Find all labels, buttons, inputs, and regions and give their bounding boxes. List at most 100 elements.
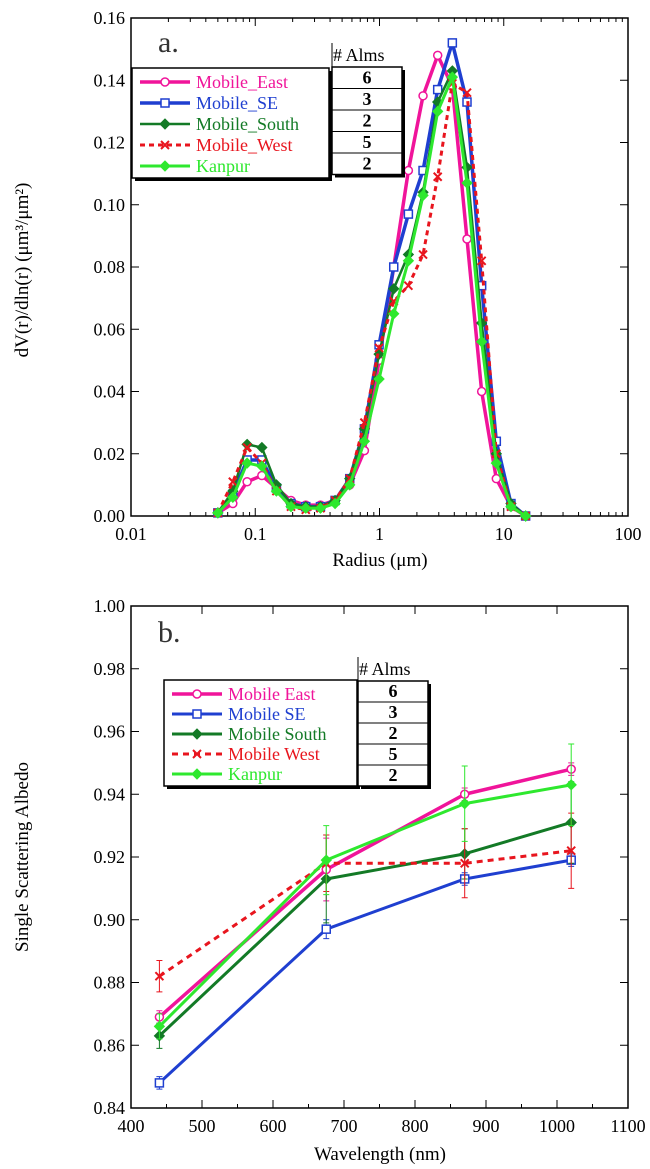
y-tick-label: 0.06: [94, 319, 126, 339]
x-tick-label: 600: [260, 1116, 287, 1136]
data-point: [417, 189, 429, 202]
alms-count: 6: [363, 68, 372, 88]
data-point: [300, 502, 312, 514]
data-point: [285, 500, 297, 513]
alms-box: [357, 680, 429, 787]
data-point: [270, 485, 283, 497]
legend-entry: Mobile_West: [196, 135, 293, 155]
data-point: [490, 457, 503, 469]
y-tick-label: 0.04: [94, 382, 126, 402]
data-point: [432, 84, 443, 95]
x-tick-label: 1: [375, 524, 384, 544]
series-line: [158, 783, 572, 1028]
y-tick-label: 0.98: [94, 659, 126, 679]
alms-box: [331, 66, 403, 176]
data-point: [431, 105, 444, 118]
x-tick-label: 700: [331, 1116, 358, 1136]
data-point: [329, 497, 341, 510]
legend-marker: [191, 728, 203, 740]
legend-entry: Kanpur: [196, 156, 250, 176]
data-point: [475, 335, 488, 348]
data-point: [505, 500, 517, 513]
series-line: [216, 75, 527, 518]
legend-marker: [191, 768, 203, 780]
x-tick-label: 0.1: [244, 524, 267, 544]
legend-marker: [192, 709, 202, 719]
data-point: [373, 373, 385, 385]
x-axis-title: Radius (μm): [332, 550, 427, 571]
y-tick-label: 1.00: [94, 596, 126, 616]
y-tick-label: 0.16: [94, 8, 126, 28]
data-point: [241, 457, 253, 469]
alms-count: 3: [363, 89, 372, 109]
y-tick-label: 0.00: [94, 506, 126, 526]
data-point: [476, 256, 487, 266]
alms-count: 5: [363, 132, 372, 152]
data-point: [432, 172, 443, 182]
alms-count: 2: [389, 765, 398, 785]
panel-label: a.: [158, 26, 179, 59]
series-line: [158, 858, 572, 1085]
series-line: [158, 849, 572, 978]
legend-entry: Mobile_East: [196, 72, 288, 92]
y-axis-title: dV(r)/dln(r) (μm³/μm²): [12, 183, 33, 358]
x-tick-label: 500: [189, 1116, 216, 1136]
legend: Mobile_EastMobile_SEMobile_SouthMobile_W…: [131, 67, 332, 181]
data-point: [242, 442, 252, 453]
x-axis-title: Wavelength (nm): [314, 1144, 446, 1165]
y-tick-label: 0.94: [94, 784, 126, 804]
data-point: [566, 846, 576, 856]
data-point: [154, 971, 165, 981]
data-point: [519, 510, 532, 522]
series-line: [158, 821, 572, 1037]
y-tick-label: 0.02: [94, 444, 126, 464]
y-tick-label: 0.84: [94, 1098, 126, 1118]
x-tick-label: 10: [495, 524, 513, 544]
alms-count: 6: [389, 681, 398, 701]
legend-entry: Mobile_South: [196, 114, 299, 134]
legend-entry: Mobile East: [228, 684, 316, 704]
y-tick-label: 0.12: [94, 133, 126, 153]
series-mobile-west: [154, 812, 576, 993]
data-point: [447, 38, 458, 48]
data-point: [432, 50, 443, 61]
data-point: [256, 441, 268, 454]
legend-marker: [192, 689, 202, 699]
alms-count: 5: [389, 744, 398, 764]
series-kanpur: [153, 743, 577, 1040]
data-point: [403, 209, 414, 219]
data-point: [154, 1078, 165, 1088]
data-point: [212, 507, 224, 519]
y-tick-label: 0.90: [94, 910, 126, 930]
series-line: [158, 767, 572, 1019]
alms-header: # Alms: [333, 45, 385, 65]
y-axis-title: Single Scattering Albedo: [12, 762, 33, 952]
series-kanpur: [212, 71, 532, 522]
data-point: [476, 386, 487, 397]
data-point: [314, 502, 327, 514]
data-point: [242, 477, 252, 487]
y-tick-label: 0.96: [94, 722, 126, 742]
data-point: [458, 797, 471, 810]
data-point: [227, 491, 239, 504]
series-mobile-east: [154, 762, 576, 1024]
x-tick-label: 400: [118, 1116, 145, 1136]
data-point: [358, 435, 371, 448]
panel-a-size-distribution: 0.000.020.040.060.080.100.120.140.160.01…: [12, 8, 642, 571]
data-point: [459, 858, 470, 868]
legend-marker: [159, 160, 171, 172]
legend-entry: Mobile_SE: [196, 93, 278, 113]
data-point: [153, 1020, 166, 1033]
data-point: [388, 307, 400, 320]
x-tick-label: 800: [402, 1116, 429, 1136]
data-point: [462, 234, 472, 244]
legend-marker: [160, 140, 170, 150]
panel-b-single-scattering-albedo: 0.84 0.86 0.88 0.90 0.92 0.94 0.96 0.98 1.00 400 5…: [12, 596, 646, 1165]
data-point: [374, 343, 384, 353]
data-point: [461, 177, 473, 189]
data-point: [321, 924, 331, 934]
data-point: [418, 91, 428, 101]
